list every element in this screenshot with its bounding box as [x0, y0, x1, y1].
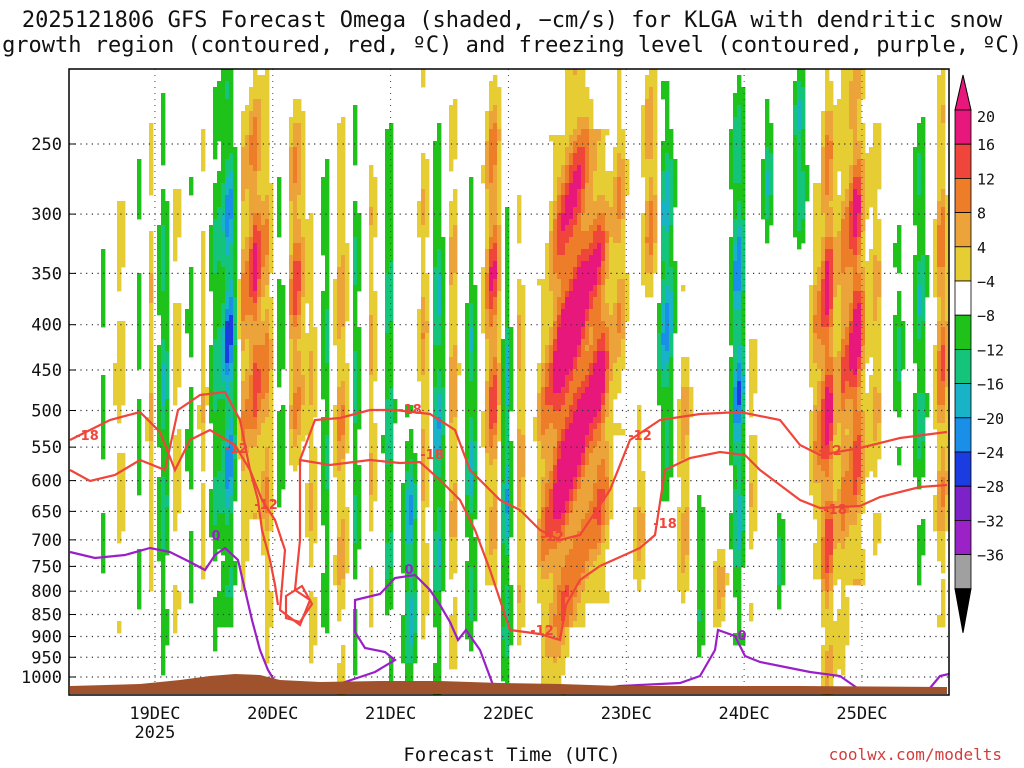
contour-label: -18 — [823, 503, 847, 518]
freezing-level-contour-line — [69, 546, 281, 691]
chart-title-line-2: growth region (contoured, red, ºC) and f… — [2, 33, 1022, 58]
colorbar-swatch — [954, 246, 972, 282]
y-tick-label: 650 — [31, 502, 62, 522]
contour-label: -18 — [653, 517, 677, 532]
colorbar-swatch — [954, 348, 972, 384]
colorbar-swatch — [954, 143, 972, 179]
dgz-contour-line — [69, 410, 280, 606]
colorbar-label: −16 — [977, 376, 1004, 394]
y-tick-label: 850 — [31, 606, 62, 626]
colorbar: 20 16 12 8 4 −4 −8 −12 −16 −20 −24 −28 −32 −36 — [954, 74, 1004, 633]
terrain-surface — [70, 674, 947, 694]
plot-frame — [68, 68, 950, 696]
y-tick-label: 600 — [31, 472, 62, 492]
colorbar-label: 20 — [977, 108, 995, 126]
colorbar-swatch — [954, 417, 972, 453]
contour-label: -18 — [75, 429, 99, 444]
colorbar-label: 16 — [977, 136, 995, 154]
colorbar-label: 4 — [977, 239, 986, 257]
omega-shading — [101, 69, 949, 695]
time-axis: 19DEC 20DEC 21DEC 22DEC 23DEC 24DEC 25DEC 2025 — [129, 704, 887, 743]
y-tick-label: 250 — [31, 135, 62, 155]
colorbar-swatch — [954, 383, 972, 419]
contour-label: -12 — [540, 530, 564, 545]
colorbar-swatch — [954, 177, 972, 213]
y-tick-label: 900 — [31, 627, 62, 647]
contour-label: -12 — [254, 498, 278, 513]
credit-text: coolwx.com/modelts — [828, 745, 1002, 764]
y-tick-label: 550 — [31, 438, 62, 458]
contour-label: 0 — [211, 529, 220, 544]
colorbar-swatch — [954, 520, 972, 556]
chart-title-line-1: 2025121806 GFS Forecast Omega (shaded, −… — [21, 8, 1003, 33]
x-axis-label: Forecast Time (UTC) — [403, 744, 621, 766]
freezing-level-contour-line — [319, 573, 495, 692]
y-tick-label: 450 — [31, 361, 62, 381]
colorbar-label: −32 — [977, 512, 1004, 530]
colorbar-label: −24 — [977, 444, 1004, 462]
colorbar-label: −28 — [977, 478, 1004, 496]
colorbar-swatch — [954, 485, 972, 521]
y-tick-label: 350 — [31, 264, 62, 284]
colorbar-label: −36 — [977, 547, 1004, 565]
contour-label: -12 — [530, 624, 554, 639]
colorbar-label: 8 — [977, 205, 986, 223]
contour-label: -12 — [224, 442, 248, 457]
y-tick-label: 950 — [31, 648, 62, 668]
x-tick-label: 24DEC — [719, 704, 770, 724]
contour-label: -12 — [818, 444, 842, 459]
y-tick-label: 1000 — [21, 668, 62, 688]
colorbar-bottom-arrow — [954, 588, 972, 633]
colorbar-top-arrow — [954, 74, 972, 111]
x-tick-label: 20DEC — [247, 704, 298, 724]
y-tick-label: 400 — [31, 316, 62, 336]
colorbar-label: −12 — [977, 341, 1004, 359]
y-tick-label: 700 — [31, 531, 62, 551]
x-tick-label: 22DEC — [483, 704, 534, 724]
x-tick-label: 21DEC — [365, 704, 416, 724]
grid-lines — [69, 69, 949, 695]
temperature-contours: -18 -12 -12 -18 -18 -12 -18 -12 -12 -18 -12 0 0 0 — [69, 390, 949, 692]
contour-label: -18 — [398, 403, 422, 418]
colorbar-label: −4 — [977, 273, 995, 291]
colorbar-swatch — [954, 280, 972, 316]
contour-label: -18 — [420, 448, 444, 463]
dgz-contour-line — [69, 390, 948, 627]
colorbar-swatch — [954, 554, 972, 590]
contour-label: 0 — [404, 563, 413, 578]
x-tick-label: 19DEC — [129, 704, 180, 724]
contour-label: 0 — [737, 629, 746, 644]
y-tick-label: 750 — [31, 557, 62, 577]
freezing-level-contour-line — [589, 628, 949, 692]
x-tick-label: 25DEC — [836, 704, 887, 724]
x-tick-label: 23DEC — [601, 704, 652, 724]
colorbar-swatch — [954, 314, 972, 350]
contour-label: -12 — [628, 429, 652, 444]
colorbar-label: −8 — [977, 307, 995, 325]
colorbar-swatch — [954, 109, 972, 145]
dgz-contour-line — [299, 450, 948, 642]
colorbar-label: 12 — [977, 170, 995, 188]
colorbar-swatch — [954, 451, 972, 487]
y-tick-label: 300 — [31, 205, 62, 225]
x-year-label: 2025 — [134, 723, 175, 743]
y-tick-label: 800 — [31, 582, 62, 602]
y-tick-label: 500 — [31, 402, 62, 422]
dgz-contour-line — [284, 584, 314, 624]
pressure-axis: 2503003504004505005506006507007508008509… — [21, 135, 76, 688]
colorbar-label: −20 — [977, 410, 1004, 428]
colorbar-swatch — [954, 212, 972, 248]
